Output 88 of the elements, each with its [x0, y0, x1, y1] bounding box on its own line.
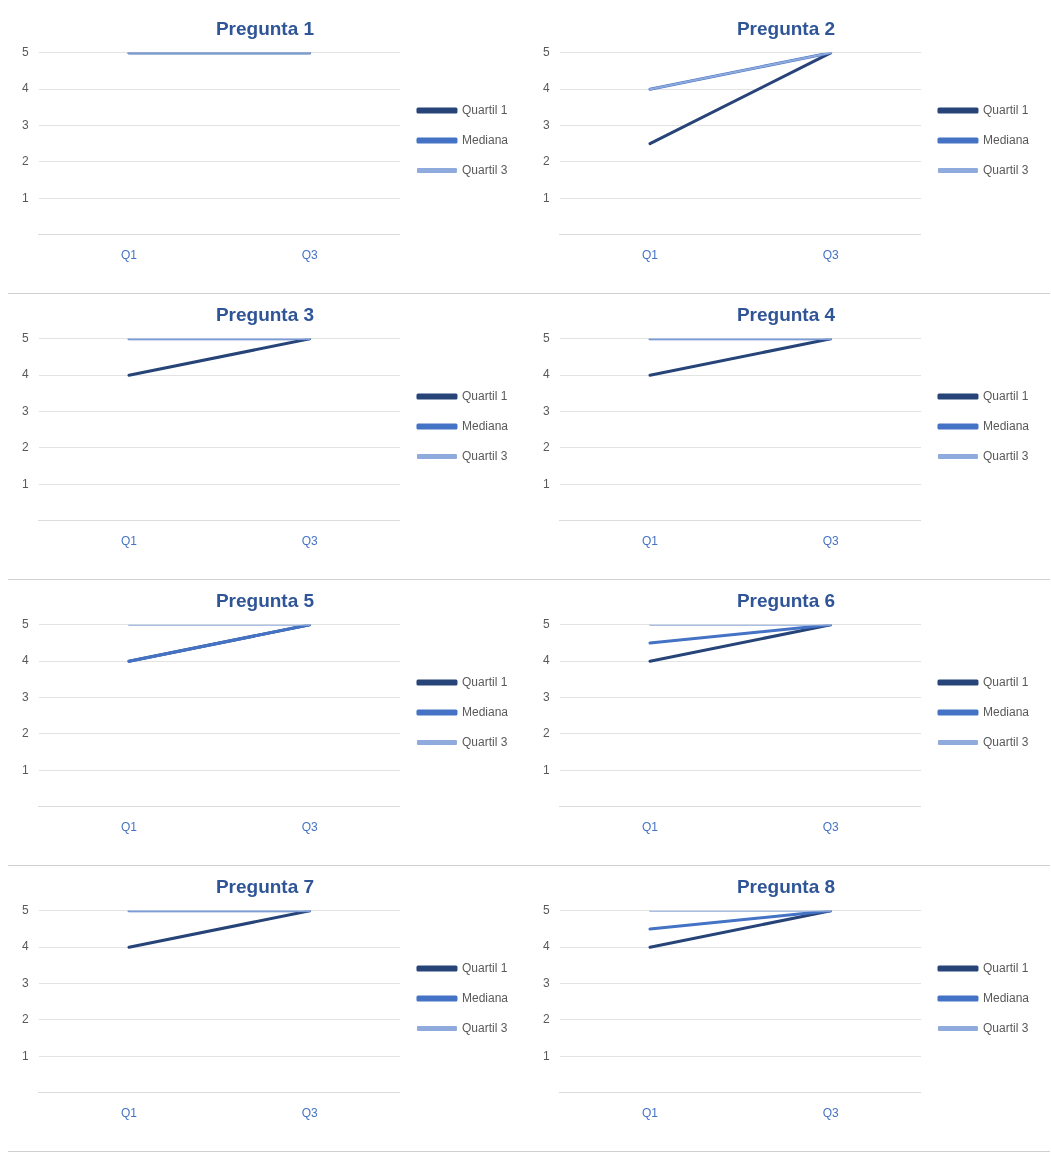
- x-tick-label: Q3: [301, 820, 318, 835]
- y-tick-label: 2: [542, 726, 550, 741]
- y-tick-label: 4: [21, 81, 29, 96]
- y-tick-label: 5: [542, 45, 550, 60]
- y-tick-label: 5: [542, 331, 550, 346]
- chart-title: Pregunta 6: [736, 589, 836, 611]
- chart-title: Pregunta 3: [215, 303, 315, 325]
- y-tick-label: 3: [21, 975, 29, 990]
- y-tick-label: 4: [542, 81, 550, 96]
- y-tick-label: 3: [542, 117, 550, 132]
- y-tick-label: 4: [21, 367, 29, 382]
- y-tick-label: 3: [542, 689, 550, 704]
- y-tick-label: 2: [542, 154, 550, 169]
- legend-label: Mediana: [461, 990, 509, 1005]
- legend-label: Mediana: [461, 704, 509, 719]
- y-tick-label: 4: [21, 653, 29, 668]
- y-tick-label: 4: [542, 367, 550, 382]
- legend-label: Quartil 3: [982, 162, 1029, 177]
- legend-label: Quartil 3: [982, 1020, 1029, 1035]
- y-tick-label: 1: [21, 190, 29, 205]
- y-tick-label: 3: [542, 975, 550, 990]
- y-tick-label: 2: [21, 154, 29, 169]
- legend-label: Mediana: [461, 418, 509, 433]
- x-tick-label: Q1: [641, 820, 659, 835]
- x-tick-label: Q3: [301, 534, 318, 549]
- x-tick-label: Q3: [301, 248, 318, 263]
- y-tick-label: 1: [542, 190, 550, 205]
- x-tick-label: Q1: [120, 534, 138, 549]
- y-tick-label: 3: [21, 117, 29, 132]
- legend-label: Quartil 3: [461, 448, 508, 463]
- x-tick-label: Q3: [822, 248, 839, 263]
- chart-title: Pregunta 7: [215, 875, 315, 897]
- legend-label: Quartil 3: [461, 734, 508, 749]
- chart-title: Pregunta 1: [215, 17, 315, 39]
- x-tick-label: Q1: [120, 820, 138, 835]
- y-tick-label: 3: [21, 689, 29, 704]
- legend-label: Quartil 1: [461, 388, 508, 403]
- y-tick-label: 2: [21, 1012, 29, 1027]
- legend-label: Quartil 3: [461, 1020, 508, 1035]
- legend-label: Quartil 1: [461, 102, 508, 117]
- y-tick-label: 1: [542, 1048, 550, 1063]
- y-tick-label: 4: [542, 653, 550, 668]
- chart-title: Pregunta 2: [736, 17, 836, 39]
- legend-label: Quartil 1: [982, 388, 1029, 403]
- chart-title: Pregunta 5: [215, 589, 315, 611]
- y-tick-label: 1: [21, 1048, 29, 1063]
- x-tick-label: Q1: [120, 248, 138, 263]
- legend-label: Mediana: [982, 418, 1030, 433]
- legend-label: Quartil 1: [982, 102, 1029, 117]
- y-tick-label: 1: [542, 476, 550, 491]
- y-tick-label: 2: [542, 1012, 550, 1027]
- x-tick-label: Q3: [301, 1106, 318, 1121]
- legend-label: Quartil 1: [461, 674, 508, 689]
- y-tick-label: 2: [542, 440, 550, 455]
- y-tick-label: 5: [542, 617, 550, 632]
- x-tick-label: Q3: [822, 534, 839, 549]
- legend-label: Quartil 1: [982, 674, 1029, 689]
- legend-label: Mediana: [982, 990, 1030, 1005]
- legend-label: Quartil 3: [982, 448, 1029, 463]
- chart-title: Pregunta 8: [736, 875, 836, 897]
- y-tick-label: 5: [21, 45, 29, 60]
- x-tick-label: Q3: [822, 820, 839, 835]
- legend-label: Mediana: [982, 132, 1030, 147]
- y-tick-label: 2: [21, 726, 29, 741]
- legend-label: Mediana: [982, 704, 1030, 719]
- legend-label: Mediana: [461, 132, 509, 147]
- y-tick-label: 1: [21, 476, 29, 491]
- chart-title: Pregunta 4: [736, 303, 836, 325]
- y-tick-label: 5: [21, 617, 29, 632]
- y-tick-label: 5: [21, 903, 29, 918]
- y-tick-label: 2: [21, 440, 29, 455]
- legend-label: Quartil 3: [461, 162, 508, 177]
- x-tick-label: Q1: [120, 1106, 138, 1121]
- legend-label: Quartil 3: [982, 734, 1029, 749]
- y-tick-label: 4: [542, 939, 550, 954]
- x-tick-label: Q1: [641, 1106, 659, 1121]
- x-tick-label: Q1: [641, 534, 659, 549]
- x-tick-label: Q3: [822, 1106, 839, 1121]
- y-tick-label: 1: [21, 762, 29, 777]
- y-tick-label: 4: [21, 939, 29, 954]
- y-tick-label: 1: [542, 762, 550, 777]
- legend-label: Quartil 1: [461, 960, 508, 975]
- y-tick-label: 5: [21, 331, 29, 346]
- y-tick-label: 3: [542, 403, 550, 418]
- legend-label: Quartil 1: [982, 960, 1029, 975]
- y-tick-label: 3: [21, 403, 29, 418]
- y-tick-label: 5: [542, 903, 550, 918]
- x-tick-label: Q1: [641, 248, 659, 263]
